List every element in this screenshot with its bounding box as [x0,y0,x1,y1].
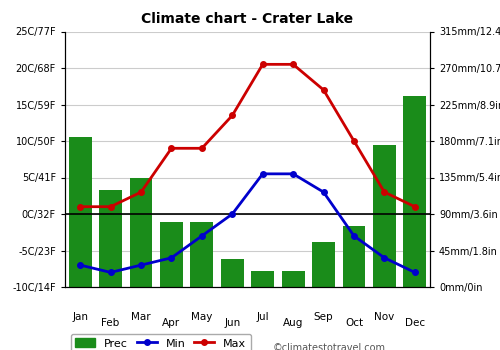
Text: Dec: Dec [404,318,425,328]
Text: Sep: Sep [314,312,334,322]
Text: Aug: Aug [283,318,304,328]
Bar [404,96,426,287]
Bar [342,226,365,287]
Legend: Prec, Min, Max: Prec, Min, Max [70,334,251,350]
Bar [312,243,335,287]
Text: ©climatestotravel.com: ©climatestotravel.com [273,343,386,350]
Text: May: May [191,312,212,322]
Text: Jul: Jul [256,312,269,322]
Text: Feb: Feb [102,318,120,328]
Bar [160,222,183,287]
Text: Jun: Jun [224,318,240,328]
Bar [190,222,214,287]
Bar [99,190,122,287]
Title: Climate chart - Crater Lake: Climate chart - Crater Lake [142,12,354,26]
Bar [282,271,304,287]
Bar [130,177,152,287]
Text: Nov: Nov [374,312,394,322]
Text: Oct: Oct [345,318,363,328]
Text: Mar: Mar [131,312,151,322]
Text: Apr: Apr [162,318,180,328]
Bar [221,259,244,287]
Text: Jan: Jan [72,312,88,322]
Bar [252,271,274,287]
Bar [69,137,92,287]
Bar [373,145,396,287]
